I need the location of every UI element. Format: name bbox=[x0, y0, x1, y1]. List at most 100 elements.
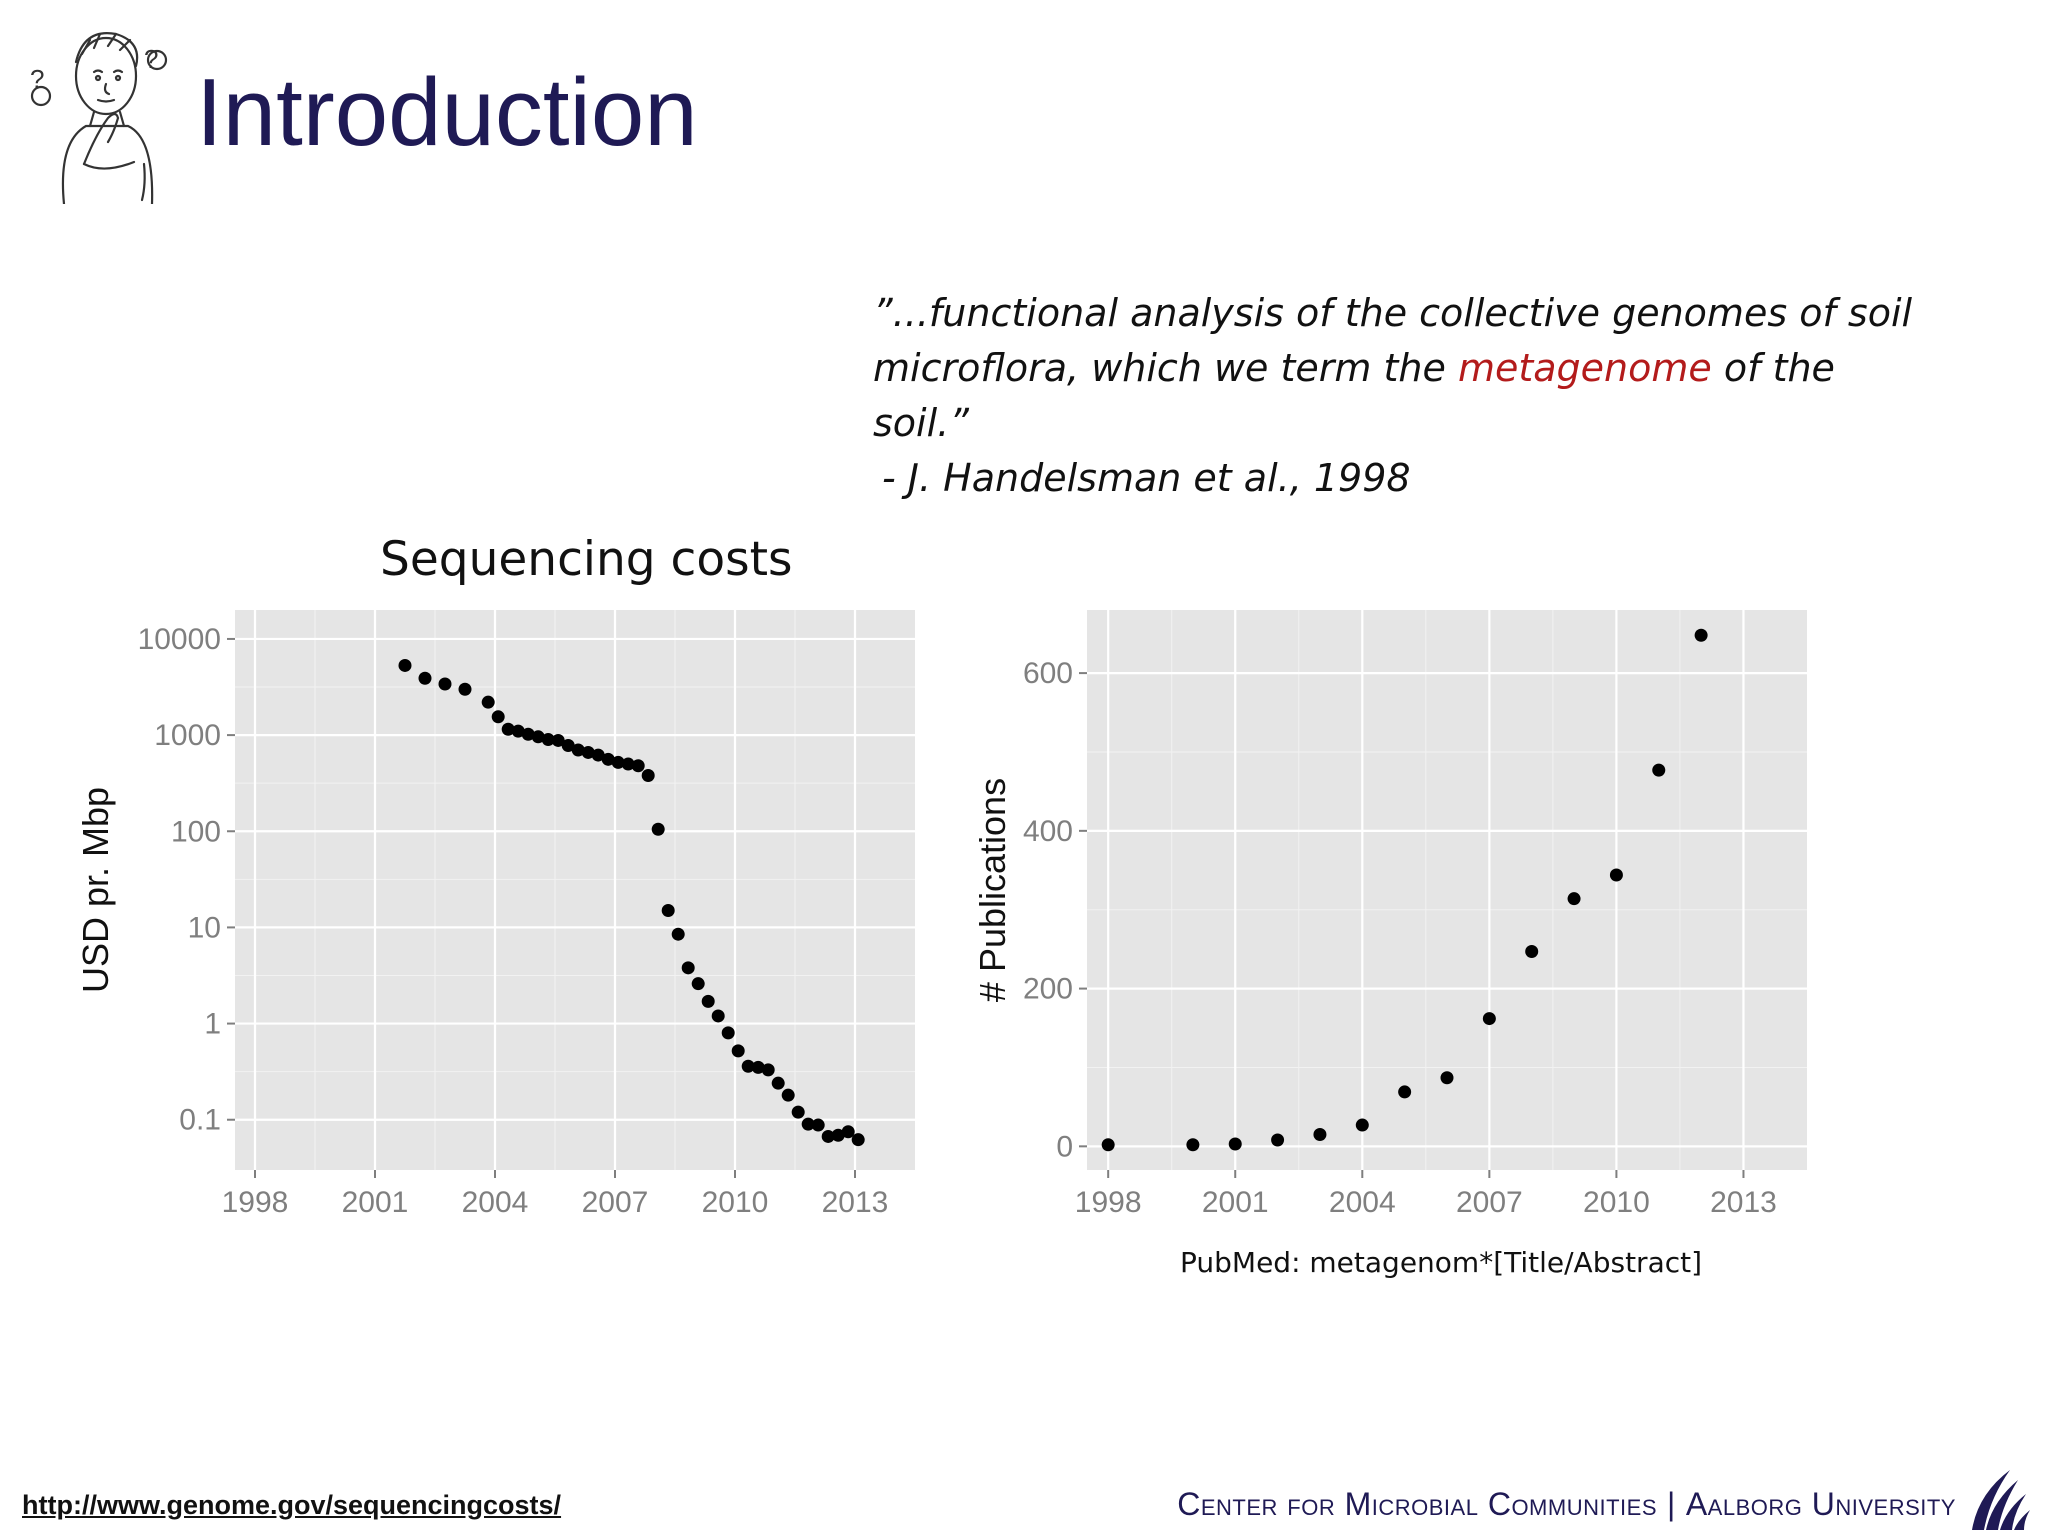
data-point bbox=[651, 822, 665, 836]
y-axis-label: USD pr. Mbp bbox=[75, 787, 116, 993]
data-point bbox=[731, 1044, 745, 1058]
x-tick-label: 2013 bbox=[822, 1186, 889, 1219]
slide-title: Introduction bbox=[196, 59, 698, 166]
x-tick-label: 2001 bbox=[1202, 1186, 1269, 1219]
x-tick-label: 2010 bbox=[702, 1186, 769, 1219]
data-point bbox=[701, 994, 715, 1008]
plot-panel bbox=[235, 610, 915, 1170]
data-point bbox=[801, 1117, 815, 1131]
y-tick-label: 0 bbox=[1056, 1130, 1073, 1163]
y-axis-label: # Publications bbox=[972, 778, 1013, 1002]
data-point bbox=[631, 759, 645, 773]
chart-heading: Sequencing costs bbox=[380, 532, 793, 587]
data-point bbox=[741, 1059, 755, 1073]
data-point bbox=[1567, 892, 1581, 906]
y-tick-label: 10000 bbox=[138, 623, 221, 656]
y-tick-label: 600 bbox=[1023, 657, 1073, 690]
quote-highlight: metagenome bbox=[1457, 346, 1712, 390]
data-point bbox=[781, 1088, 795, 1102]
x-tick-label: 1998 bbox=[222, 1186, 289, 1219]
x-tick-label: 2013 bbox=[1710, 1186, 1777, 1219]
quote-part-2: of the soil.” bbox=[873, 346, 1835, 445]
data-point bbox=[1398, 1085, 1412, 1099]
data-point bbox=[641, 769, 655, 783]
data-point bbox=[511, 724, 525, 738]
x-tick-label: 2001 bbox=[342, 1186, 409, 1219]
data-point bbox=[581, 745, 595, 759]
y-tick-label: 400 bbox=[1023, 815, 1073, 848]
data-point bbox=[791, 1105, 805, 1119]
data-point bbox=[621, 757, 635, 771]
sequencing-cost-chart: 1998 2001 2004 2007 2010 2013 10000 1000 100 10 1 0… bbox=[75, 610, 915, 1219]
data-point bbox=[481, 695, 495, 709]
publications-chart: 1998 2001 2004 2007 2010 2013 0 200 400 600 # Publ… bbox=[972, 610, 1807, 1219]
x-tick-label: 2007 bbox=[1456, 1186, 1523, 1219]
x-tick-label: 2004 bbox=[462, 1186, 529, 1219]
x-tick-label: 2004 bbox=[1329, 1186, 1396, 1219]
aalborg-university-logo-icon bbox=[1972, 1470, 2030, 1530]
data-point bbox=[1271, 1133, 1285, 1147]
data-point bbox=[561, 738, 575, 752]
footer-university: Aalborg University bbox=[1685, 1486, 1956, 1522]
data-point bbox=[721, 1026, 735, 1040]
x-tick-label: 2010 bbox=[1583, 1186, 1650, 1219]
data-point bbox=[1652, 763, 1666, 777]
data-point bbox=[1101, 1138, 1115, 1152]
data-point bbox=[611, 755, 625, 769]
data-point bbox=[821, 1129, 835, 1143]
pubmed-caption: PubMed: metagenom*[Title/Abstract] bbox=[1180, 1246, 1703, 1279]
data-point bbox=[711, 1009, 725, 1023]
source-link[interactable]: http://www.genome.gov/sequencingcosts/ bbox=[22, 1490, 562, 1520]
data-point bbox=[1525, 945, 1539, 959]
data-point bbox=[1228, 1137, 1242, 1151]
data-point bbox=[1694, 628, 1708, 642]
x-tick-label: 2007 bbox=[582, 1186, 649, 1219]
data-point bbox=[761, 1063, 775, 1077]
data-point bbox=[458, 682, 472, 696]
data-point bbox=[751, 1060, 765, 1074]
quote-part-1: ”...functional analysis of the collectiv… bbox=[873, 291, 1913, 390]
data-point bbox=[571, 743, 585, 757]
data-point bbox=[671, 927, 685, 941]
data-point bbox=[531, 730, 545, 744]
data-point bbox=[841, 1125, 855, 1139]
thinking-person-icon: ? ? bbox=[30, 32, 168, 204]
svg-text:?: ? bbox=[30, 64, 44, 94]
data-point bbox=[491, 710, 505, 724]
data-point bbox=[811, 1118, 825, 1132]
footer-institution: Center for Microbial Communities | Aalborg… bbox=[1177, 1486, 1956, 1523]
data-point bbox=[661, 903, 675, 917]
y-tick-label: 1 bbox=[204, 1008, 221, 1041]
footer-separator: | bbox=[1667, 1486, 1676, 1522]
data-point bbox=[591, 748, 605, 762]
data-point bbox=[771, 1076, 785, 1090]
data-point bbox=[1440, 1071, 1454, 1085]
y-tick-label: 1000 bbox=[154, 719, 221, 752]
data-point bbox=[501, 722, 515, 736]
data-point bbox=[1313, 1128, 1327, 1142]
y-tick-label: 10 bbox=[188, 911, 221, 944]
data-point bbox=[438, 677, 452, 691]
data-point bbox=[831, 1128, 845, 1142]
data-point bbox=[691, 977, 705, 991]
footer-center: Center for Microbial Communities bbox=[1177, 1486, 1657, 1522]
quote-attribution: - J. Handelsman et al., 1998 bbox=[882, 456, 1411, 500]
y-tick-label: 100 bbox=[171, 815, 221, 848]
data-point bbox=[851, 1133, 865, 1147]
plot-panel bbox=[1087, 610, 1807, 1170]
data-point bbox=[1355, 1118, 1369, 1132]
data-point bbox=[418, 671, 432, 685]
y-tick-label: 200 bbox=[1023, 973, 1073, 1006]
data-point bbox=[541, 733, 555, 747]
y-tick-label: 0.1 bbox=[179, 1104, 221, 1137]
data-point bbox=[551, 733, 565, 747]
data-point bbox=[681, 961, 695, 975]
data-point bbox=[398, 658, 412, 672]
quote-text: ”...functional analysis of the collectiv… bbox=[873, 286, 1933, 451]
data-point bbox=[521, 727, 535, 741]
x-tick-label: 1998 bbox=[1075, 1186, 1142, 1219]
data-point bbox=[601, 752, 615, 766]
data-point bbox=[1186, 1138, 1200, 1152]
data-point bbox=[1482, 1012, 1496, 1026]
data-point bbox=[1609, 868, 1623, 882]
